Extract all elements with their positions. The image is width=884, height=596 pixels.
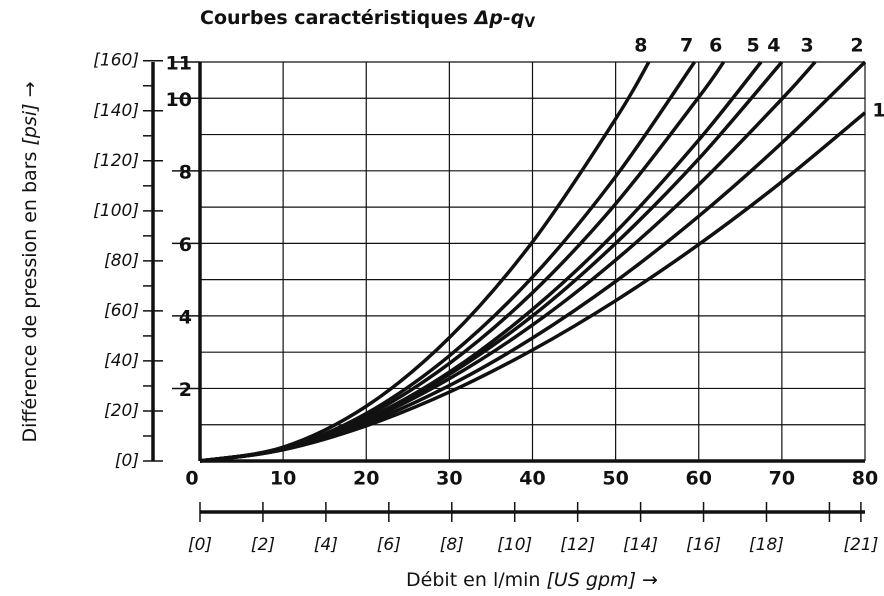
curve-label: 5: [746, 35, 759, 57]
x-tick-label: 40: [519, 468, 545, 490]
x-label-unit: [US gpm]: [547, 569, 636, 591]
y-label-unit: [psi]: [19, 103, 41, 145]
curve: [199, 60, 726, 463]
x-label-arrow: →: [642, 569, 658, 591]
title-symbol: Δp-q: [473, 7, 525, 29]
y-tick-label: 2: [179, 379, 192, 401]
x2-tick-label: [21]: [843, 535, 878, 555]
x-tick-label: 80: [852, 468, 878, 490]
y-tick-label: 6: [179, 234, 192, 256]
x2-tick-label: [16]: [686, 535, 721, 555]
y2-tick-label: [100]: [93, 201, 139, 221]
x2-tick-label: [6]: [377, 535, 401, 555]
curve-label: 7: [680, 35, 693, 57]
x2-tick-label: [8]: [440, 535, 464, 555]
x-axis-label: Débit en l/min [US gpm] →: [406, 569, 658, 591]
y-tick-label: 10: [166, 89, 192, 111]
x2-tick-label: [14]: [623, 535, 658, 555]
x2-tick-label: [4]: [314, 535, 338, 555]
x-tick-label: 60: [686, 468, 712, 490]
x-tick-label: 20: [353, 468, 379, 490]
y-label-text: Différence de pression en bars: [19, 152, 41, 443]
y-axis-label: Différence de pression en bars [psi] →: [19, 82, 41, 443]
y2-tick-label: [0]: [115, 451, 139, 471]
y-tick-label: 8: [179, 161, 192, 183]
x-tick-label: 30: [436, 468, 462, 490]
y-tick-label: 11: [166, 53, 192, 75]
y2-tick-label: [160]: [93, 51, 139, 71]
curve-label: 3: [801, 35, 814, 57]
curve: [199, 61, 697, 463]
x-tick-label: 50: [602, 468, 628, 490]
curve-label: 2: [850, 35, 863, 57]
y2-tick-label: [20]: [104, 401, 139, 421]
x2-tick-label: [0]: [188, 535, 212, 555]
title-text: Courbes caractéristiques: [200, 7, 468, 29]
x2-tick-label: [10]: [497, 535, 532, 555]
curve: [199, 61, 651, 463]
curve-label: 8: [634, 35, 647, 57]
x-label-text: Débit en l/min: [406, 569, 540, 591]
curve-label: 6: [709, 35, 722, 57]
y-tick-label: 4: [179, 306, 192, 328]
curve-label: 1: [872, 99, 884, 121]
x-tick-label: 10: [270, 468, 296, 490]
y2-tick-label: [120]: [93, 151, 139, 171]
y2-tick-label: [60]: [104, 301, 139, 321]
title-subscript: V: [524, 15, 535, 31]
x-tick-label: 0: [185, 468, 198, 490]
chart-title: Courbes caractéristiques Δp-qV: [200, 7, 535, 32]
curve: [199, 60, 784, 463]
x2-tick-label: [18]: [749, 535, 784, 555]
x-tick-label: 70: [769, 468, 795, 490]
y2-tick-label: [40]: [104, 351, 139, 371]
x2-tick-label: [2]: [251, 535, 275, 555]
y2-tick-label: [140]: [93, 101, 139, 121]
curve-label: 4: [767, 35, 780, 57]
curve: [199, 60, 817, 463]
x2-tick-label: [12]: [560, 535, 595, 555]
y-label-arrow: →: [19, 82, 41, 98]
y2-tick-label: [80]: [104, 251, 139, 271]
